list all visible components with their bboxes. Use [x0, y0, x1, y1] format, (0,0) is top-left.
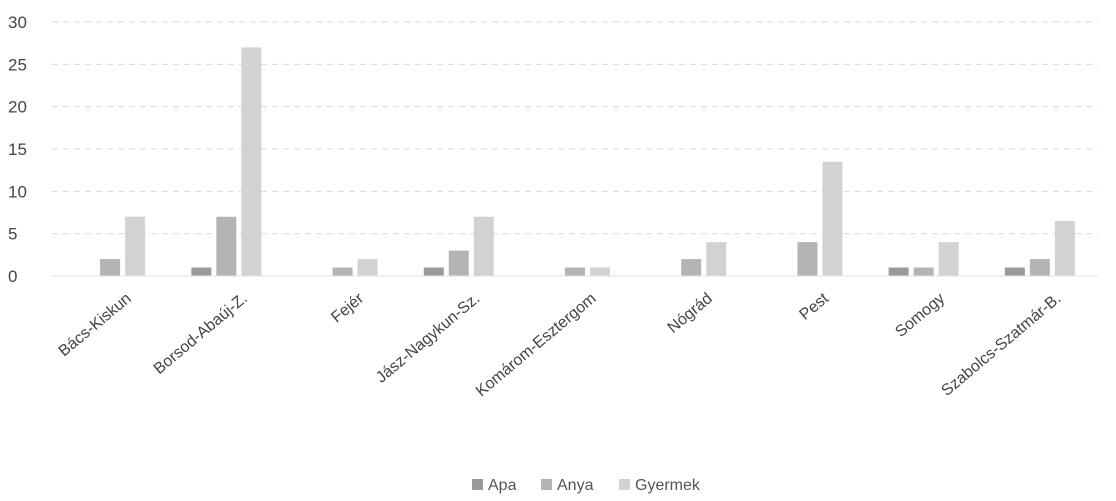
bar-gyermek-7	[938, 242, 959, 276]
legend-swatch-gyermek	[619, 479, 630, 490]
bar-anya-1	[216, 216, 237, 276]
y-tick-label: 10	[8, 182, 27, 201]
bar-gyermek-3	[473, 216, 494, 276]
bar-gyermek-0	[125, 216, 146, 276]
bars	[100, 47, 1075, 277]
bar-gyermek-8	[1054, 220, 1075, 276]
bar-anya-7	[913, 267, 934, 276]
bar-anya-2	[332, 267, 353, 276]
bar-apa-7	[888, 267, 909, 276]
bar-anya-4	[565, 267, 585, 276]
x-axis: Bács-Kiskun Borsod-Abaúj-Z. Fejér Jász-Nagy…	[52, 275, 1098, 400]
legend-label-apa: Apa	[488, 477, 517, 494]
bar-gyermek-1	[241, 47, 262, 277]
y-tick-label: 0	[8, 267, 17, 286]
legend-label-gyermek: Gyermek	[635, 477, 701, 494]
y-tick-label: 30	[8, 13, 27, 32]
bar-gyermek-2	[357, 259, 378, 276]
legend: Apa Anya Gyermek	[472, 477, 701, 494]
x-category-label: Fejér	[328, 290, 367, 327]
bar-apa-1	[191, 267, 212, 276]
y-tick-label: 20	[8, 98, 27, 117]
x-category-label: Nógrád	[665, 290, 716, 337]
y-axis: 0 5 10 15 20 25 30	[8, 13, 27, 286]
bar-anya-8	[1029, 259, 1050, 276]
y-tick-label: 25	[8, 55, 27, 74]
y-tick-label: 15	[8, 140, 27, 159]
x-category-label: Jász-Nagykun-Sz.	[373, 290, 483, 386]
bar-gyermek-4	[590, 267, 610, 276]
legend-swatch-apa	[472, 479, 483, 490]
bar-anya-5	[681, 259, 702, 276]
bar-anya-0	[100, 259, 121, 276]
bar-anya-6	[797, 242, 818, 276]
legend-label-anya: Anya	[557, 477, 594, 494]
bar-apa-8	[1004, 267, 1025, 276]
bar-gyermek-6	[822, 161, 843, 276]
x-category-label: Szabolcs-Szatmár-B.	[938, 290, 1064, 400]
y-tick-label: 5	[8, 225, 17, 244]
gridlines	[52, 21, 1098, 235]
bar-anya-3	[448, 250, 469, 276]
x-category-label: Borsod-Abaúj-Z.	[151, 290, 251, 378]
bar-gyermek-5	[706, 242, 727, 276]
x-category-label: Somogy	[892, 290, 948, 341]
legend-swatch-anya	[541, 479, 552, 490]
x-category-label: Komárom-Esztergom	[473, 290, 600, 400]
x-category-label: Bács-Kiskun	[56, 290, 135, 360]
x-category-label: Pest	[797, 290, 833, 324]
bar-apa-3	[423, 267, 444, 276]
